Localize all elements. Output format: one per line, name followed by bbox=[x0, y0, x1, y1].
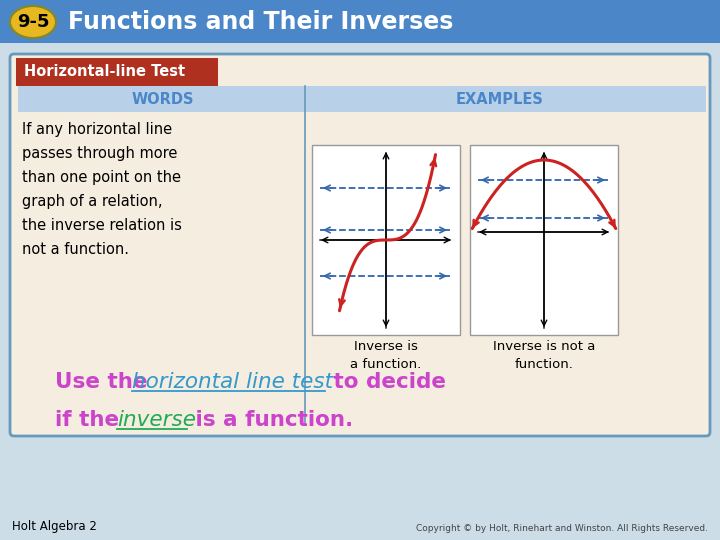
Text: horizontal line test: horizontal line test bbox=[132, 372, 333, 392]
Text: to decide: to decide bbox=[326, 372, 446, 392]
FancyBboxPatch shape bbox=[18, 86, 706, 112]
Text: Copyright © by Holt, Rinehart and Winston. All Rights Reserved.: Copyright © by Holt, Rinehart and Winsto… bbox=[416, 524, 708, 533]
Text: Functions and Their Inverses: Functions and Their Inverses bbox=[68, 10, 454, 34]
Text: if the: if the bbox=[55, 410, 127, 430]
Text: Inverse is
a function.: Inverse is a function. bbox=[351, 340, 422, 371]
FancyBboxPatch shape bbox=[312, 145, 460, 335]
FancyBboxPatch shape bbox=[10, 54, 710, 436]
Text: Horizontal-line Test: Horizontal-line Test bbox=[24, 64, 185, 79]
FancyBboxPatch shape bbox=[16, 58, 218, 86]
Text: WORDS: WORDS bbox=[132, 91, 194, 106]
Ellipse shape bbox=[10, 6, 56, 38]
Text: 9-5: 9-5 bbox=[17, 13, 49, 31]
Text: Inverse is not a
function.: Inverse is not a function. bbox=[492, 340, 595, 371]
FancyBboxPatch shape bbox=[0, 0, 720, 43]
Text: is a function.: is a function. bbox=[188, 410, 354, 430]
Text: Holt Algebra 2: Holt Algebra 2 bbox=[12, 520, 97, 533]
Text: EXAMPLES: EXAMPLES bbox=[456, 91, 544, 106]
Text: If any horizontal line
passes through more
than one point on the
graph of a rela: If any horizontal line passes through mo… bbox=[22, 122, 182, 257]
Text: Use the: Use the bbox=[55, 372, 155, 392]
FancyBboxPatch shape bbox=[470, 145, 618, 335]
Text: inverse: inverse bbox=[117, 410, 196, 430]
